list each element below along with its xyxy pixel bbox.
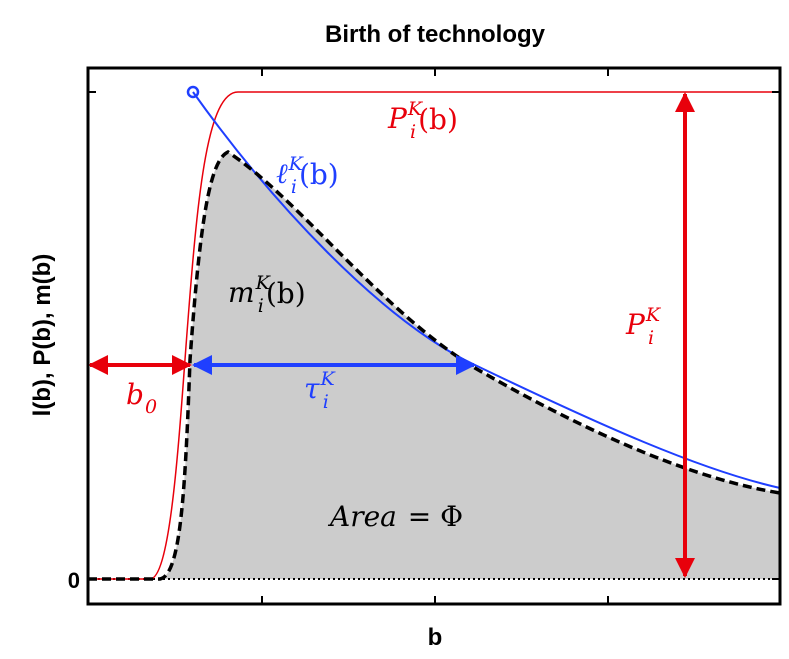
- annotation: mK i(b): [228, 272, 306, 317]
- annotation: PK i(b): [387, 98, 458, 143]
- annotation-base: m: [228, 276, 255, 309]
- annotation-base: Area: [327, 500, 397, 533]
- title: Birth of technology: [325, 21, 546, 48]
- annotation-base: τ: [304, 372, 320, 405]
- annotation-sub: i: [410, 121, 416, 143]
- annotation-tail: = Φ: [399, 500, 463, 533]
- annotation-base: ℓ: [276, 157, 288, 190]
- annotation: b0: [126, 378, 157, 418]
- l-start: [186, 85, 200, 99]
- annotation-sup: K: [255, 272, 272, 294]
- annotation-sub: 0: [145, 396, 157, 418]
- annotation-base: b: [126, 378, 144, 411]
- ticks: [88, 68, 780, 604]
- annotation: ℓK i(b): [276, 153, 339, 198]
- y-label: l(b), P(b), m(b): [29, 254, 56, 417]
- m-curve: [88, 150, 781, 581]
- annotation-sup: K: [320, 368, 337, 390]
- annotation-base: P: [625, 308, 646, 341]
- annotation-sub: i: [323, 391, 329, 413]
- annotation-tail: (b): [299, 158, 339, 191]
- annotation-tail: (b): [266, 277, 306, 310]
- annotation-sub: i: [648, 327, 654, 349]
- annotation: PK i: [625, 304, 662, 349]
- p-curve: [88, 91, 780, 580]
- annotation-base: P: [387, 102, 408, 135]
- y-tick-label: 0: [68, 568, 80, 593]
- annotation-tail: (b): [418, 103, 458, 136]
- annotation: τK i: [304, 368, 337, 413]
- x-label: b: [428, 624, 443, 651]
- annotation-sup: K: [288, 153, 305, 175]
- annotation-sub: i: [258, 295, 264, 317]
- annotation-sup: K: [407, 98, 424, 120]
- annotation-sup: K: [645, 304, 662, 326]
- annotation: Area = Φ: [327, 500, 463, 533]
- annotation-sub: i: [291, 176, 297, 198]
